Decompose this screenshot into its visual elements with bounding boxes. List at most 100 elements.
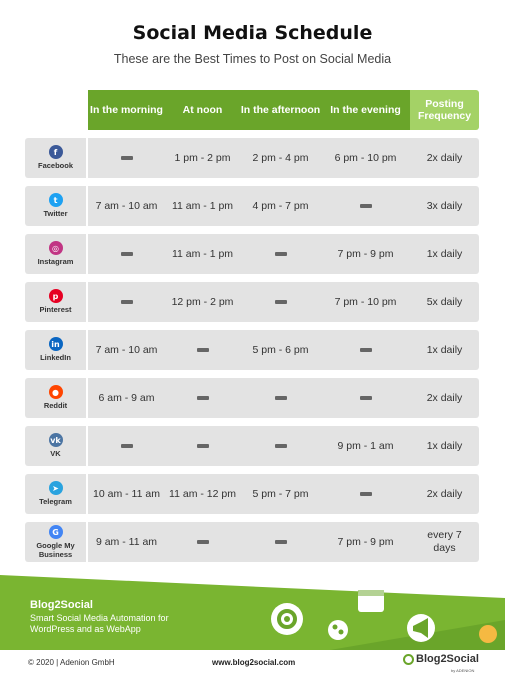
table-row: f Facebook 1 pm - 2 pm 2 pm - 4 pm 6 pm - 10… (25, 138, 479, 178)
dash-icon (120, 156, 133, 160)
table-row: G Google My Business 9 am - 11 am 7 pm - 9 … (25, 522, 479, 562)
evening-time: 7 pm - 9 pm (337, 247, 394, 260)
megaphone-icon (407, 614, 435, 642)
frequency-time: 3x daily (426, 199, 463, 212)
morning-none (88, 426, 165, 466)
noon-none (165, 378, 240, 418)
noon-none (165, 330, 240, 370)
dash-icon (359, 396, 372, 400)
afternoon-time: 5 pm - 7 pm (252, 487, 309, 500)
dash-icon (359, 204, 372, 208)
telegram-icon: ➤ (48, 481, 63, 496)
afternoon-none (240, 378, 321, 418)
twitter-icon: t (48, 193, 63, 208)
reddit-icon: ● (48, 385, 63, 400)
noon-time: 12 pm - 2 pm (171, 295, 234, 308)
dash-icon (196, 540, 209, 544)
network-cell: in LinkedIn (25, 330, 86, 370)
dash-icon (120, 252, 133, 256)
afternoon-none (240, 234, 321, 274)
noon-time: 1 pm - 2 pm (174, 151, 231, 164)
afternoon-time: 4 pm - 7 pm (252, 199, 309, 212)
header-evening: In the evening (330, 104, 401, 116)
vk-icon: vk (48, 433, 63, 448)
network-label: Instagram (37, 257, 74, 267)
network-cell: p Pinterest (25, 282, 86, 322)
dash-icon (274, 444, 287, 448)
afternoon-time: 2 pm - 4 pm (252, 151, 309, 164)
copyright: © 2020 | Adenion GmbH (28, 658, 115, 667)
footer-brand: Blog2Social (30, 599, 93, 611)
morning-time: 7 am - 10 am (95, 199, 158, 212)
network-label: Reddit (43, 401, 68, 411)
table-row: ◎ Instagram 11 am - 1 pm 7 pm - 9 pm 1x dail… (25, 234, 479, 274)
afternoon-none (240, 426, 321, 466)
logo-text: Blog2Social (416, 653, 479, 665)
network-cell: ◎ Instagram (25, 234, 86, 274)
schedule-header: In the morning At noon In the afternoon … (88, 90, 479, 130)
network-cell: G Google My Business (25, 522, 86, 562)
network-label: VK (50, 449, 61, 459)
dash-icon (196, 396, 209, 400)
afternoon-time: 5 pm - 6 pm (252, 343, 309, 356)
morning-time: 6 am - 9 am (98, 391, 155, 404)
network-cell: vk VK (25, 426, 86, 466)
facebook-icon: f (48, 145, 63, 160)
afternoon-none (240, 522, 321, 562)
dash-icon (274, 252, 287, 256)
table-row: t Twitter 7 am - 10 am 11 am - 1 pm 4 pm - 7… (25, 186, 479, 226)
linkedin-icon: in (48, 337, 63, 352)
noon-time: 11 am - 1 pm (171, 199, 234, 212)
header-noon: At noon (182, 104, 223, 116)
checkmark-circle-icon (403, 653, 414, 665)
website-link[interactable]: www.blog2social.com (212, 658, 296, 667)
network-label: Google My Business (36, 541, 75, 559)
evening-none (321, 186, 410, 226)
pinterest-icon: p (48, 289, 63, 304)
table-row: in LinkedIn 7 am - 10 am 5 pm - 6 pm 1x dail… (25, 330, 479, 370)
dash-icon (120, 300, 133, 304)
network-label: Pinterest (39, 305, 72, 315)
morning-none (88, 282, 165, 322)
instagram-icon: ◎ (48, 241, 63, 256)
evening-time: 7 pm - 10 pm (334, 295, 397, 308)
table-row: ➤ Telegram 10 am - 11 am 11 am - 12 pm 5 pm … (25, 474, 479, 514)
header-morning: In the morning (90, 104, 163, 116)
evening-time: 9 pm - 1 am (337, 439, 394, 452)
blog2social-logo: Blog2Social (403, 653, 479, 665)
frequency-time: 2x daily (426, 391, 463, 404)
noon-time: 11 am - 12 pm (169, 487, 236, 500)
network-cell: f Facebook (25, 138, 86, 178)
table-row: p Pinterest 12 pm - 2 pm 7 pm - 10 pm 5x dai… (25, 282, 479, 322)
noon-none (165, 426, 240, 466)
header-afternoon: In the afternoon (240, 104, 321, 116)
page-subtitle: These are the Best Times to Post on Soci… (113, 52, 392, 66)
header-posting-frequency: Posting Frequency (417, 98, 472, 122)
calendar-icon (358, 590, 384, 612)
network-label: Telegram (39, 497, 72, 507)
dash-icon (274, 396, 287, 400)
table-row: vk VK 9 pm - 1 am 1x daily (25, 426, 479, 466)
morning-time: 7 am - 10 am (95, 343, 158, 356)
network-label: Twitter (43, 209, 68, 219)
afternoon-none (240, 282, 321, 322)
dash-icon (359, 492, 372, 496)
evening-time: 6 pm - 10 pm (334, 151, 397, 164)
google-my-business-icon: G (48, 525, 63, 539)
morning-none (88, 138, 165, 178)
frequency-time: 1x daily (426, 247, 463, 260)
network-label: Facebook (37, 161, 73, 171)
settings-gear-icon (271, 603, 303, 635)
frequency-time: 1x daily (426, 439, 463, 452)
logo-subtext: by ADENION (451, 668, 475, 673)
morning-time: 10 am - 11 am (93, 487, 160, 500)
evening-time: 7 pm - 9 pm (337, 535, 394, 548)
dash-icon (359, 348, 372, 352)
frequency-time: 1x daily (426, 343, 463, 356)
morning-time: 9 am - 11 am (95, 535, 158, 548)
network-label: LinkedIn (40, 353, 71, 363)
dash-icon (274, 540, 287, 544)
noon-time: 11 am - 1 pm (171, 247, 234, 260)
frequency-time: 2x daily (426, 151, 463, 164)
network-cell: ● Reddit (25, 378, 86, 418)
